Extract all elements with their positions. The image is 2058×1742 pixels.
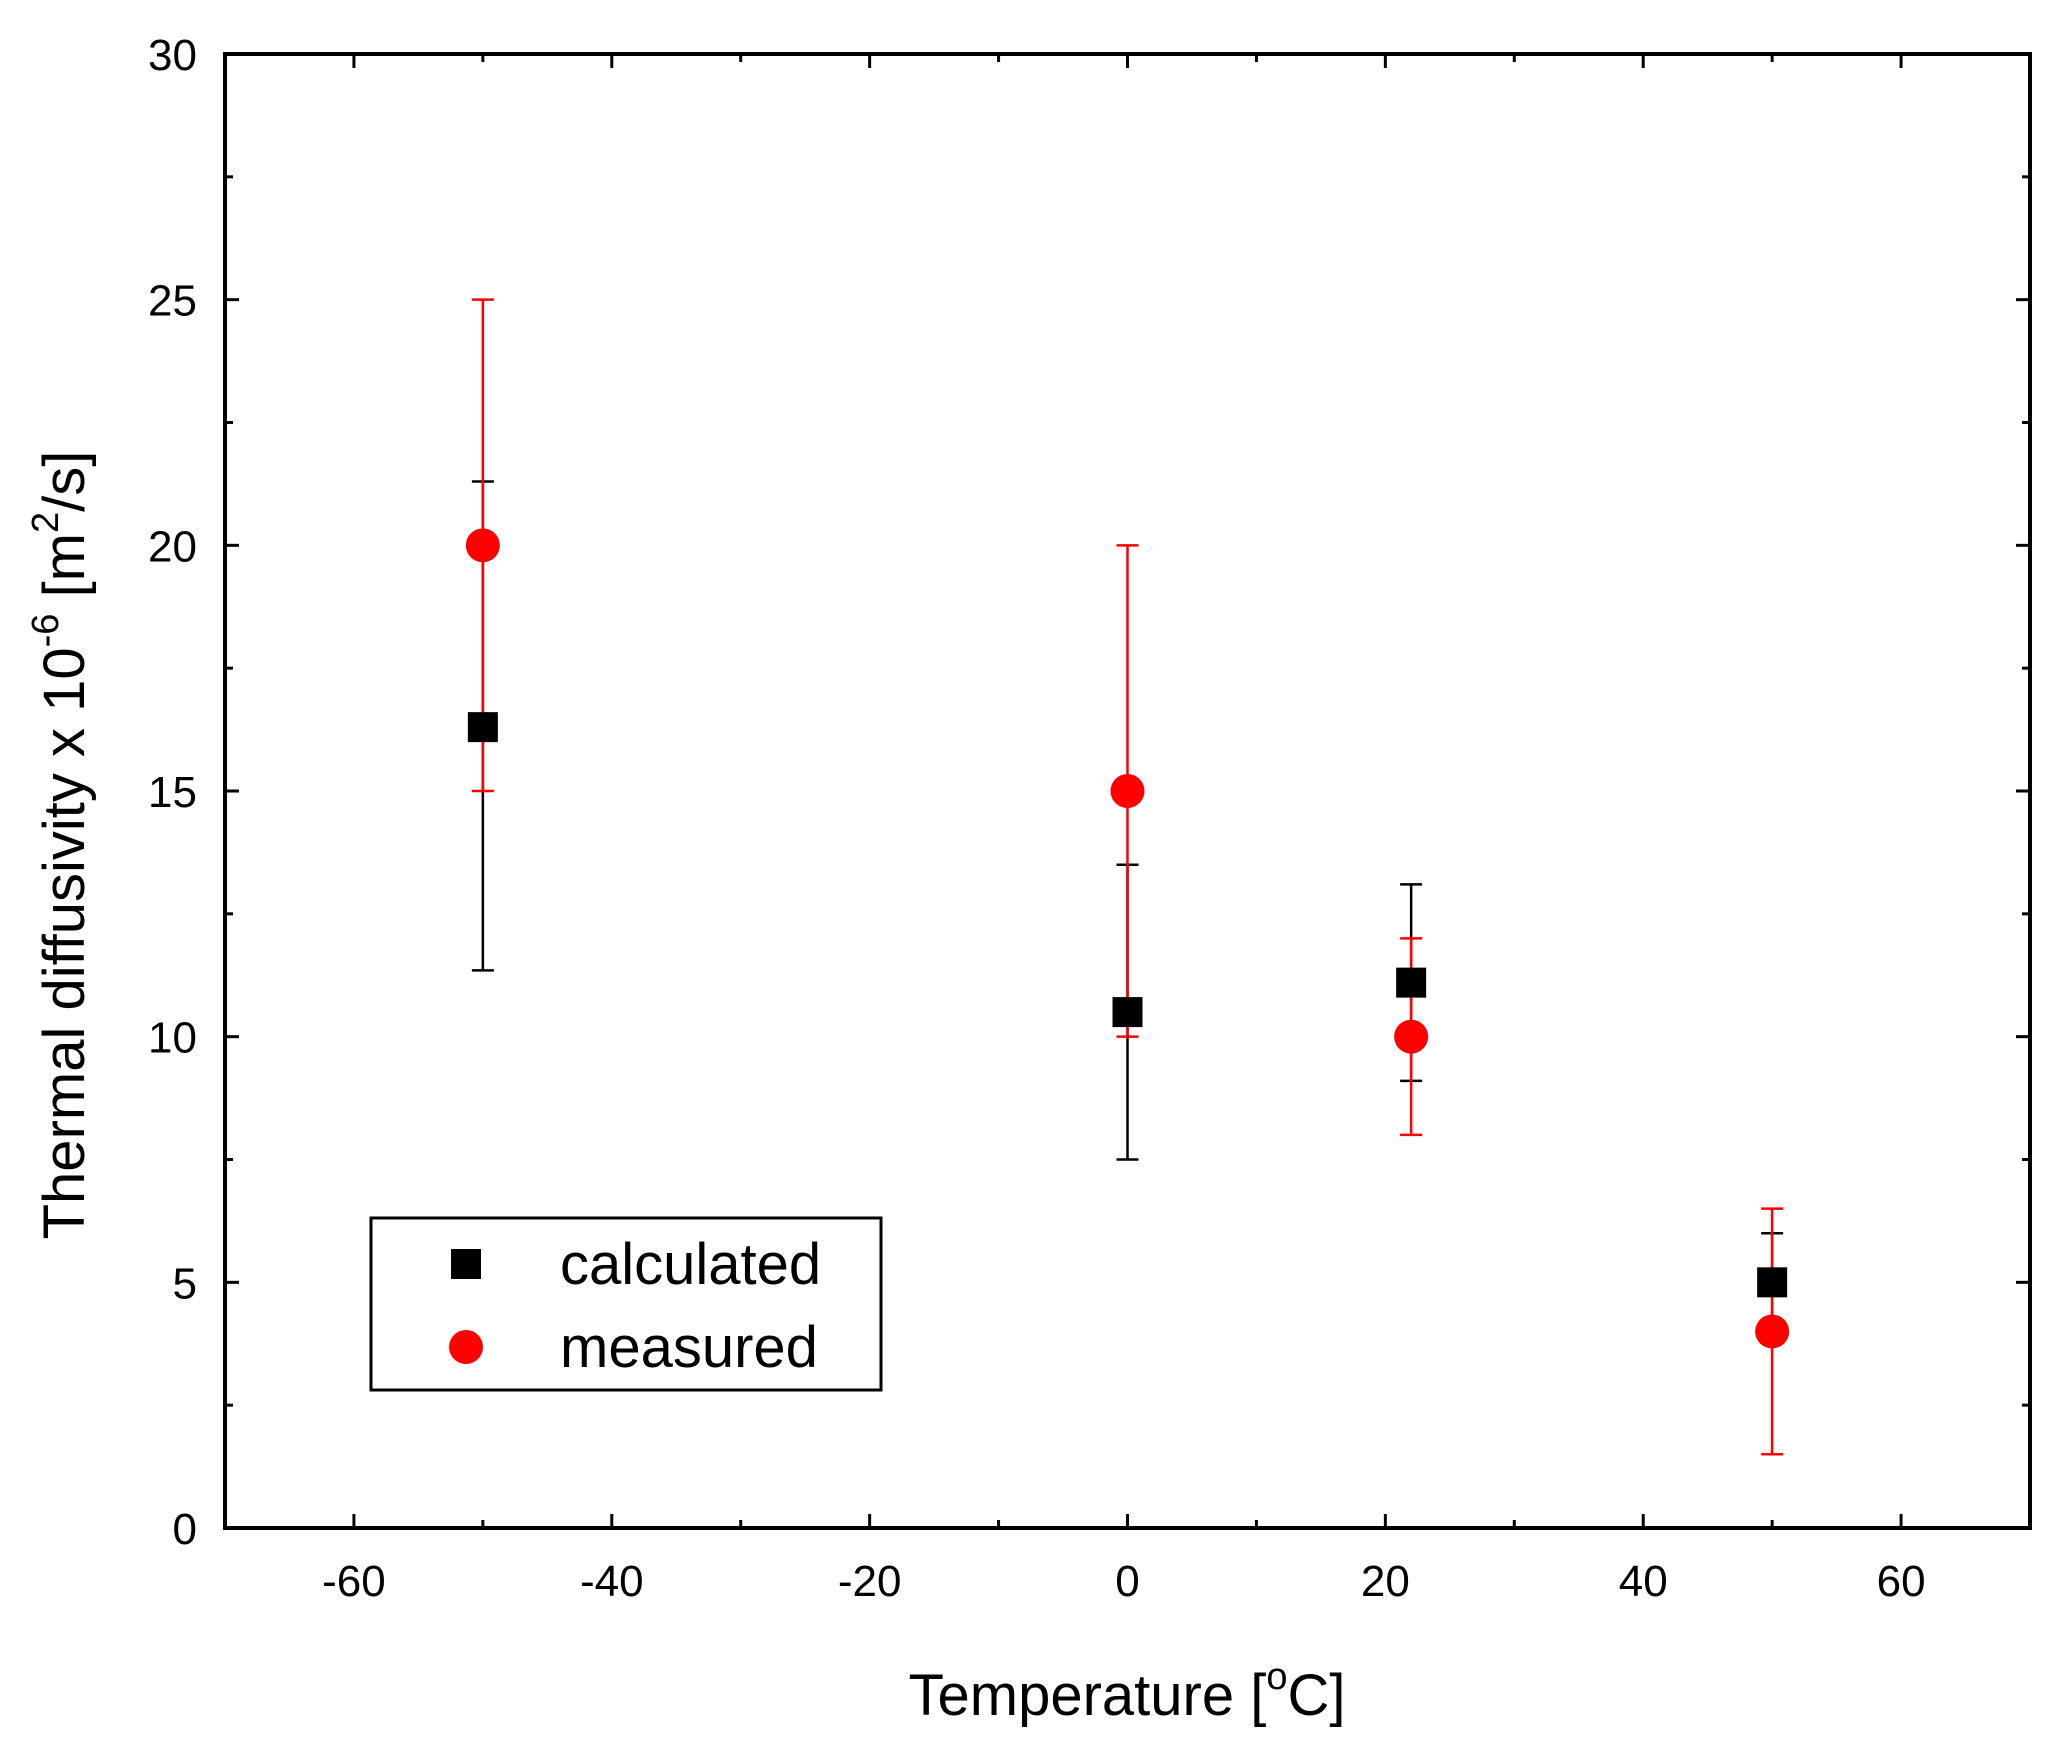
x-axis-title-main: Temperature [ [909, 1663, 1267, 1728]
y-tick-label: 10 [148, 1014, 197, 1063]
y-axis-tick-labels: 0 5 10 15 20 25 30 [148, 31, 197, 1554]
legend-label-calculated: calculated [560, 1232, 821, 1297]
x-tick-label: -40 [580, 1557, 644, 1606]
calculated-point [467, 712, 498, 743]
measured-point [465, 528, 500, 563]
x-tick-label: -60 [322, 1557, 386, 1606]
y-tick-label: 30 [148, 31, 197, 80]
y-axis-title: Thermal diffusivity x 10-6 [m2/s] [25, 451, 97, 1240]
measured-point [1755, 1314, 1790, 1349]
calculated-point [1396, 967, 1427, 998]
legend-marker-measured [449, 1330, 483, 1364]
y-tick-label: 25 [148, 277, 197, 326]
y-tick-label: 15 [148, 768, 197, 817]
x-axis-title: Temperature [oC] [909, 1656, 1346, 1728]
calculated-point [1112, 997, 1143, 1028]
y-axis-title-exponent: -6 [25, 614, 67, 648]
x-tick-label: 40 [1619, 1557, 1668, 1606]
plot-area-frame [223, 52, 2032, 1530]
legend-label-measured: measured [560, 1315, 818, 1380]
data-markers [465, 528, 1790, 1349]
y-tick-label: 5 [173, 1259, 197, 1308]
measured-point [1394, 1019, 1429, 1054]
x-tick-label: 0 [1115, 1557, 1139, 1606]
legend-marker-calculated [451, 1249, 481, 1279]
x-axis-tick-labels: -60 -40 -20 0 20 40 60 [322, 1557, 1925, 1606]
y-axis-title-unit-open: [m [32, 533, 97, 614]
x-axis-title-degree: o [1266, 1656, 1287, 1698]
legend: calculated measured [369, 1216, 883, 1392]
y-axis-title-main: Thermal diffusivity x 10 [32, 647, 97, 1239]
x-tick-label: 20 [1361, 1557, 1410, 1606]
y-axis-title-unit-close: /s] [32, 451, 97, 512]
y-tick-label: 0 [173, 1505, 197, 1554]
y-axis-title-unit-square: 2 [25, 512, 67, 533]
x-axis-title-unit: C] [1287, 1663, 1345, 1728]
legend-box [369, 1216, 883, 1392]
x-tick-label: -20 [838, 1557, 902, 1606]
calculated-point [1757, 1267, 1788, 1298]
x-tick-label: 60 [1877, 1557, 1926, 1606]
measured-point [1110, 774, 1145, 808]
y-tick-label: 20 [148, 522, 197, 571]
